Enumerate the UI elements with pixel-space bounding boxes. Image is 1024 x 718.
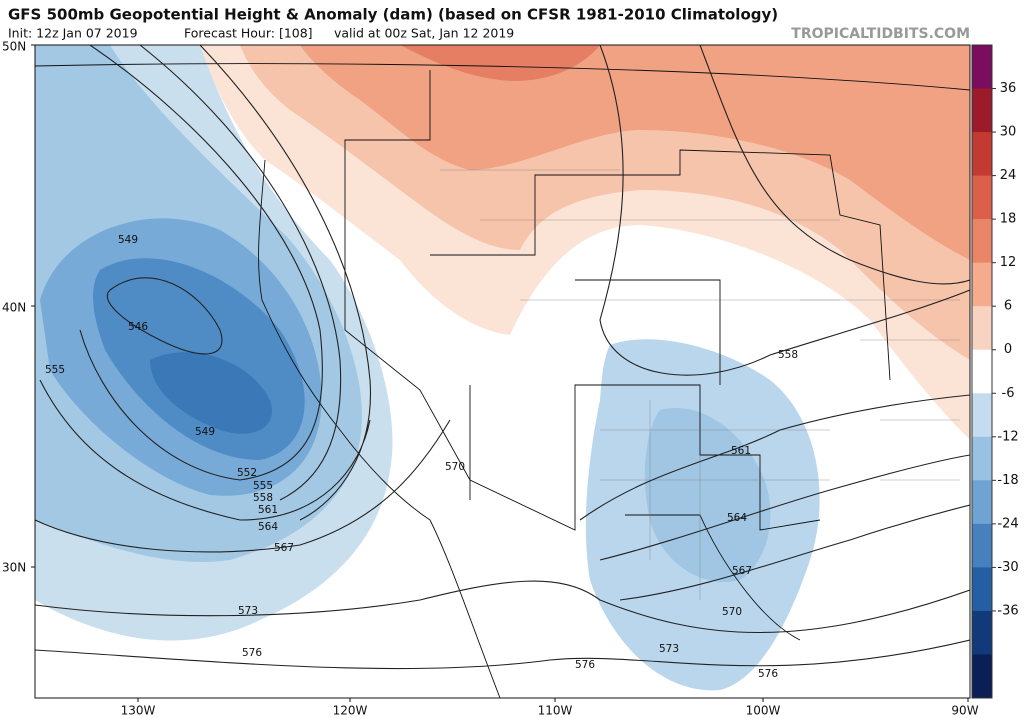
- colorbar-label: -36: [997, 603, 1018, 618]
- longitude-label: 100W: [746, 704, 781, 718]
- latitude-label: 50N: [2, 40, 26, 54]
- init-time: Init: 12z Jan 07 2019: [8, 26, 138, 41]
- colorbar-segment: [972, 480, 992, 525]
- contour-label: 561: [731, 445, 751, 457]
- forecast-hour: Forecast Hour: [108]: [184, 26, 313, 41]
- title: GFS 500mb Geopotential Height & Anomaly …: [8, 6, 778, 24]
- contour-label: 549: [195, 426, 215, 438]
- colorbar-segment: [972, 523, 992, 568]
- longitude-label: 110W: [538, 704, 573, 718]
- colorbar-segment: [972, 132, 992, 177]
- colorbar-segment: [972, 610, 992, 655]
- source: TROPICALTIDBITS.COM: [791, 26, 970, 42]
- colorbar-label: -18: [997, 473, 1018, 488]
- colorbar-label: 30: [1000, 125, 1017, 140]
- contour-label: 573: [659, 643, 679, 655]
- longitude-label: 90W: [951, 704, 978, 718]
- contour-label: 549: [118, 234, 138, 246]
- contour-label: 570: [722, 606, 742, 618]
- colorbar-frame: [971, 44, 993, 699]
- contour-label: 576: [575, 659, 595, 671]
- colorbar-segment: [972, 349, 992, 394]
- colorbar-segment: [972, 567, 992, 612]
- colorbar-segment: [972, 219, 992, 264]
- contour-label: 576: [242, 647, 262, 659]
- colorbar-label: 12: [1000, 255, 1017, 270]
- contour-label: 564: [727, 512, 747, 524]
- longitude-label: 120W: [333, 704, 368, 718]
- colorbar-segment: [972, 393, 992, 438]
- contour-label: 576: [758, 668, 778, 680]
- valid-time: valid at 00z Sat, Jan 12 2019: [334, 26, 514, 41]
- contour-label: 573: [238, 605, 258, 617]
- contour-label: 567: [732, 565, 752, 577]
- colorbar-segment: [972, 262, 992, 307]
- contour-label: 564: [258, 521, 278, 533]
- contour-label: 546: [128, 321, 148, 333]
- colorbar-label: 6: [1004, 299, 1012, 314]
- longitude-label: 130W: [121, 704, 156, 718]
- contour-label: 552: [237, 467, 257, 479]
- colorbar: 36 30 24 18 12 6 0 -6 -12 -18 -24 -30 -36: [971, 44, 1019, 699]
- colorbar-segment: [972, 45, 992, 90]
- colorbar-label: 0: [1004, 342, 1012, 357]
- contour-label: 561: [258, 504, 278, 516]
- colorbar-segment: [972, 306, 992, 351]
- contour-label: 558: [253, 492, 273, 504]
- colorbar-segment: [972, 436, 992, 481]
- colorbar-label: -24: [997, 516, 1018, 531]
- colorbar-segment: [972, 175, 992, 220]
- colorbar-label: 18: [1000, 212, 1017, 227]
- colorbar-label: -6: [1002, 386, 1015, 401]
- colorbar-label: -30: [997, 560, 1018, 575]
- map: 549 546 555 549 552 555 558 561 564 567 …: [2, 40, 979, 718]
- contour-label: 558: [778, 349, 798, 361]
- colorbar-label: -12: [997, 429, 1018, 444]
- contour-labels: 549 546 555 549 552 555 558 561 564 567 …: [45, 234, 798, 680]
- colorbar-segment: [972, 654, 992, 699]
- contour-label: 555: [253, 480, 273, 492]
- colorbar-label: 24: [1000, 168, 1017, 183]
- contour-label: 567: [274, 542, 294, 554]
- latitude-label: 40N: [2, 301, 26, 315]
- colorbar-segment: [972, 88, 992, 133]
- contour-label: 570: [445, 461, 465, 473]
- contour-label: 555: [45, 364, 65, 376]
- latitude-label: 30N: [2, 561, 26, 575]
- colorbar-label: 36: [1000, 81, 1017, 96]
